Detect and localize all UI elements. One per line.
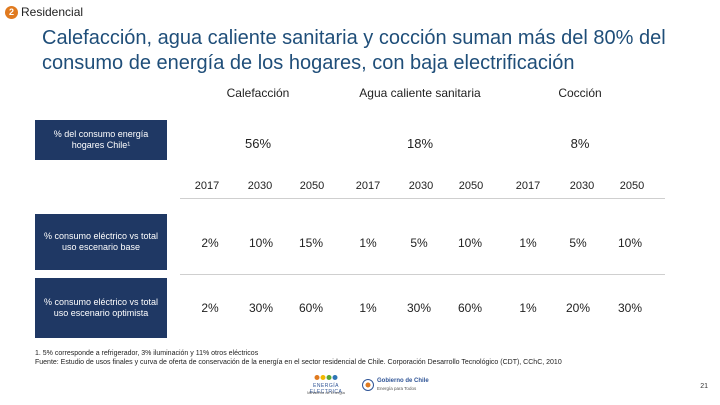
table-cell: 1% [519, 236, 537, 250]
gobierno-logo-sub: Energía para Todos [377, 386, 417, 391]
year-header: 2050 [458, 180, 484, 192]
year-header: 2017 [194, 180, 220, 192]
divider [180, 198, 665, 199]
row-label-base-scenario: % consumo eléctrico vs total uso escenar… [35, 214, 167, 270]
table-cell: 2% [201, 236, 219, 250]
table-cell: 5% [410, 236, 428, 250]
energy-mark-icon [314, 375, 338, 380]
section-label: Residencial [21, 5, 84, 19]
table-cell: 60% [457, 301, 483, 315]
year-header: 2050 [619, 180, 645, 192]
table-cell: 30% [617, 301, 643, 315]
category-heating: Calefacción [226, 86, 290, 100]
energia-electrica-logo: ENERGÍA ELECTRICA Ministerio de Energía [296, 373, 356, 399]
table-cell: 15% [298, 236, 324, 250]
gobierno-logo-name: Gobierno de Chile [377, 378, 429, 384]
footnote-source: Fuente: Estudio de usos finales y curva … [35, 359, 562, 366]
table-cell: 2% [201, 301, 219, 315]
table-cell: 30% [406, 301, 432, 315]
year-header: 2030 [247, 180, 273, 192]
table-cell: 5% [569, 236, 587, 250]
year-header: 2030 [408, 180, 434, 192]
page-number: 21 [700, 383, 708, 390]
share-hot-water: 18% [406, 136, 434, 151]
category-cooking: Cocción [558, 86, 602, 100]
year-header: 2017 [355, 180, 381, 192]
row-label-optimistic-scenario: % consumo eléctrico vs total uso escenar… [35, 278, 167, 338]
table-cell: 1% [359, 301, 377, 315]
table-cell: 60% [298, 301, 324, 315]
footnote-1: 1. 5% corresponde a refrigerador, 3% ilu… [35, 350, 259, 357]
table-cell: 10% [617, 236, 643, 250]
category-hot-water: Agua caliente sanitaria [359, 86, 481, 100]
table-cell: 10% [457, 236, 483, 250]
year-header: 2017 [515, 180, 541, 192]
row-label-energy-share: % del consumo energía hogares Chile¹ [35, 120, 167, 160]
share-heating: 56% [244, 136, 272, 151]
table-cell: 20% [565, 301, 591, 315]
section-number-badge: 2 [5, 6, 18, 19]
year-header: 2050 [299, 180, 325, 192]
energia-logo-name: ENERGÍA ELECTRICA [309, 383, 343, 395]
table-cell: 1% [359, 236, 377, 250]
slide-title: Calefacción, agua caliente sanitaria y c… [42, 27, 666, 74]
table-cell: 1% [519, 301, 537, 315]
divider [180, 274, 665, 275]
gobierno-circle-icon [362, 379, 374, 391]
table-cell: 10% [248, 236, 274, 250]
energia-logo-sub: Ministerio de Energía [307, 390, 345, 395]
table-cell: 30% [248, 301, 274, 315]
year-header: 2030 [569, 180, 595, 192]
share-cooking: 8% [570, 136, 590, 151]
gobierno-de-chile-logo: Gobierno de Chile Energía para Todos [362, 375, 429, 397]
footnotes: 1. 5% corresponde a refrigerador, 3% ilu… [35, 349, 562, 367]
